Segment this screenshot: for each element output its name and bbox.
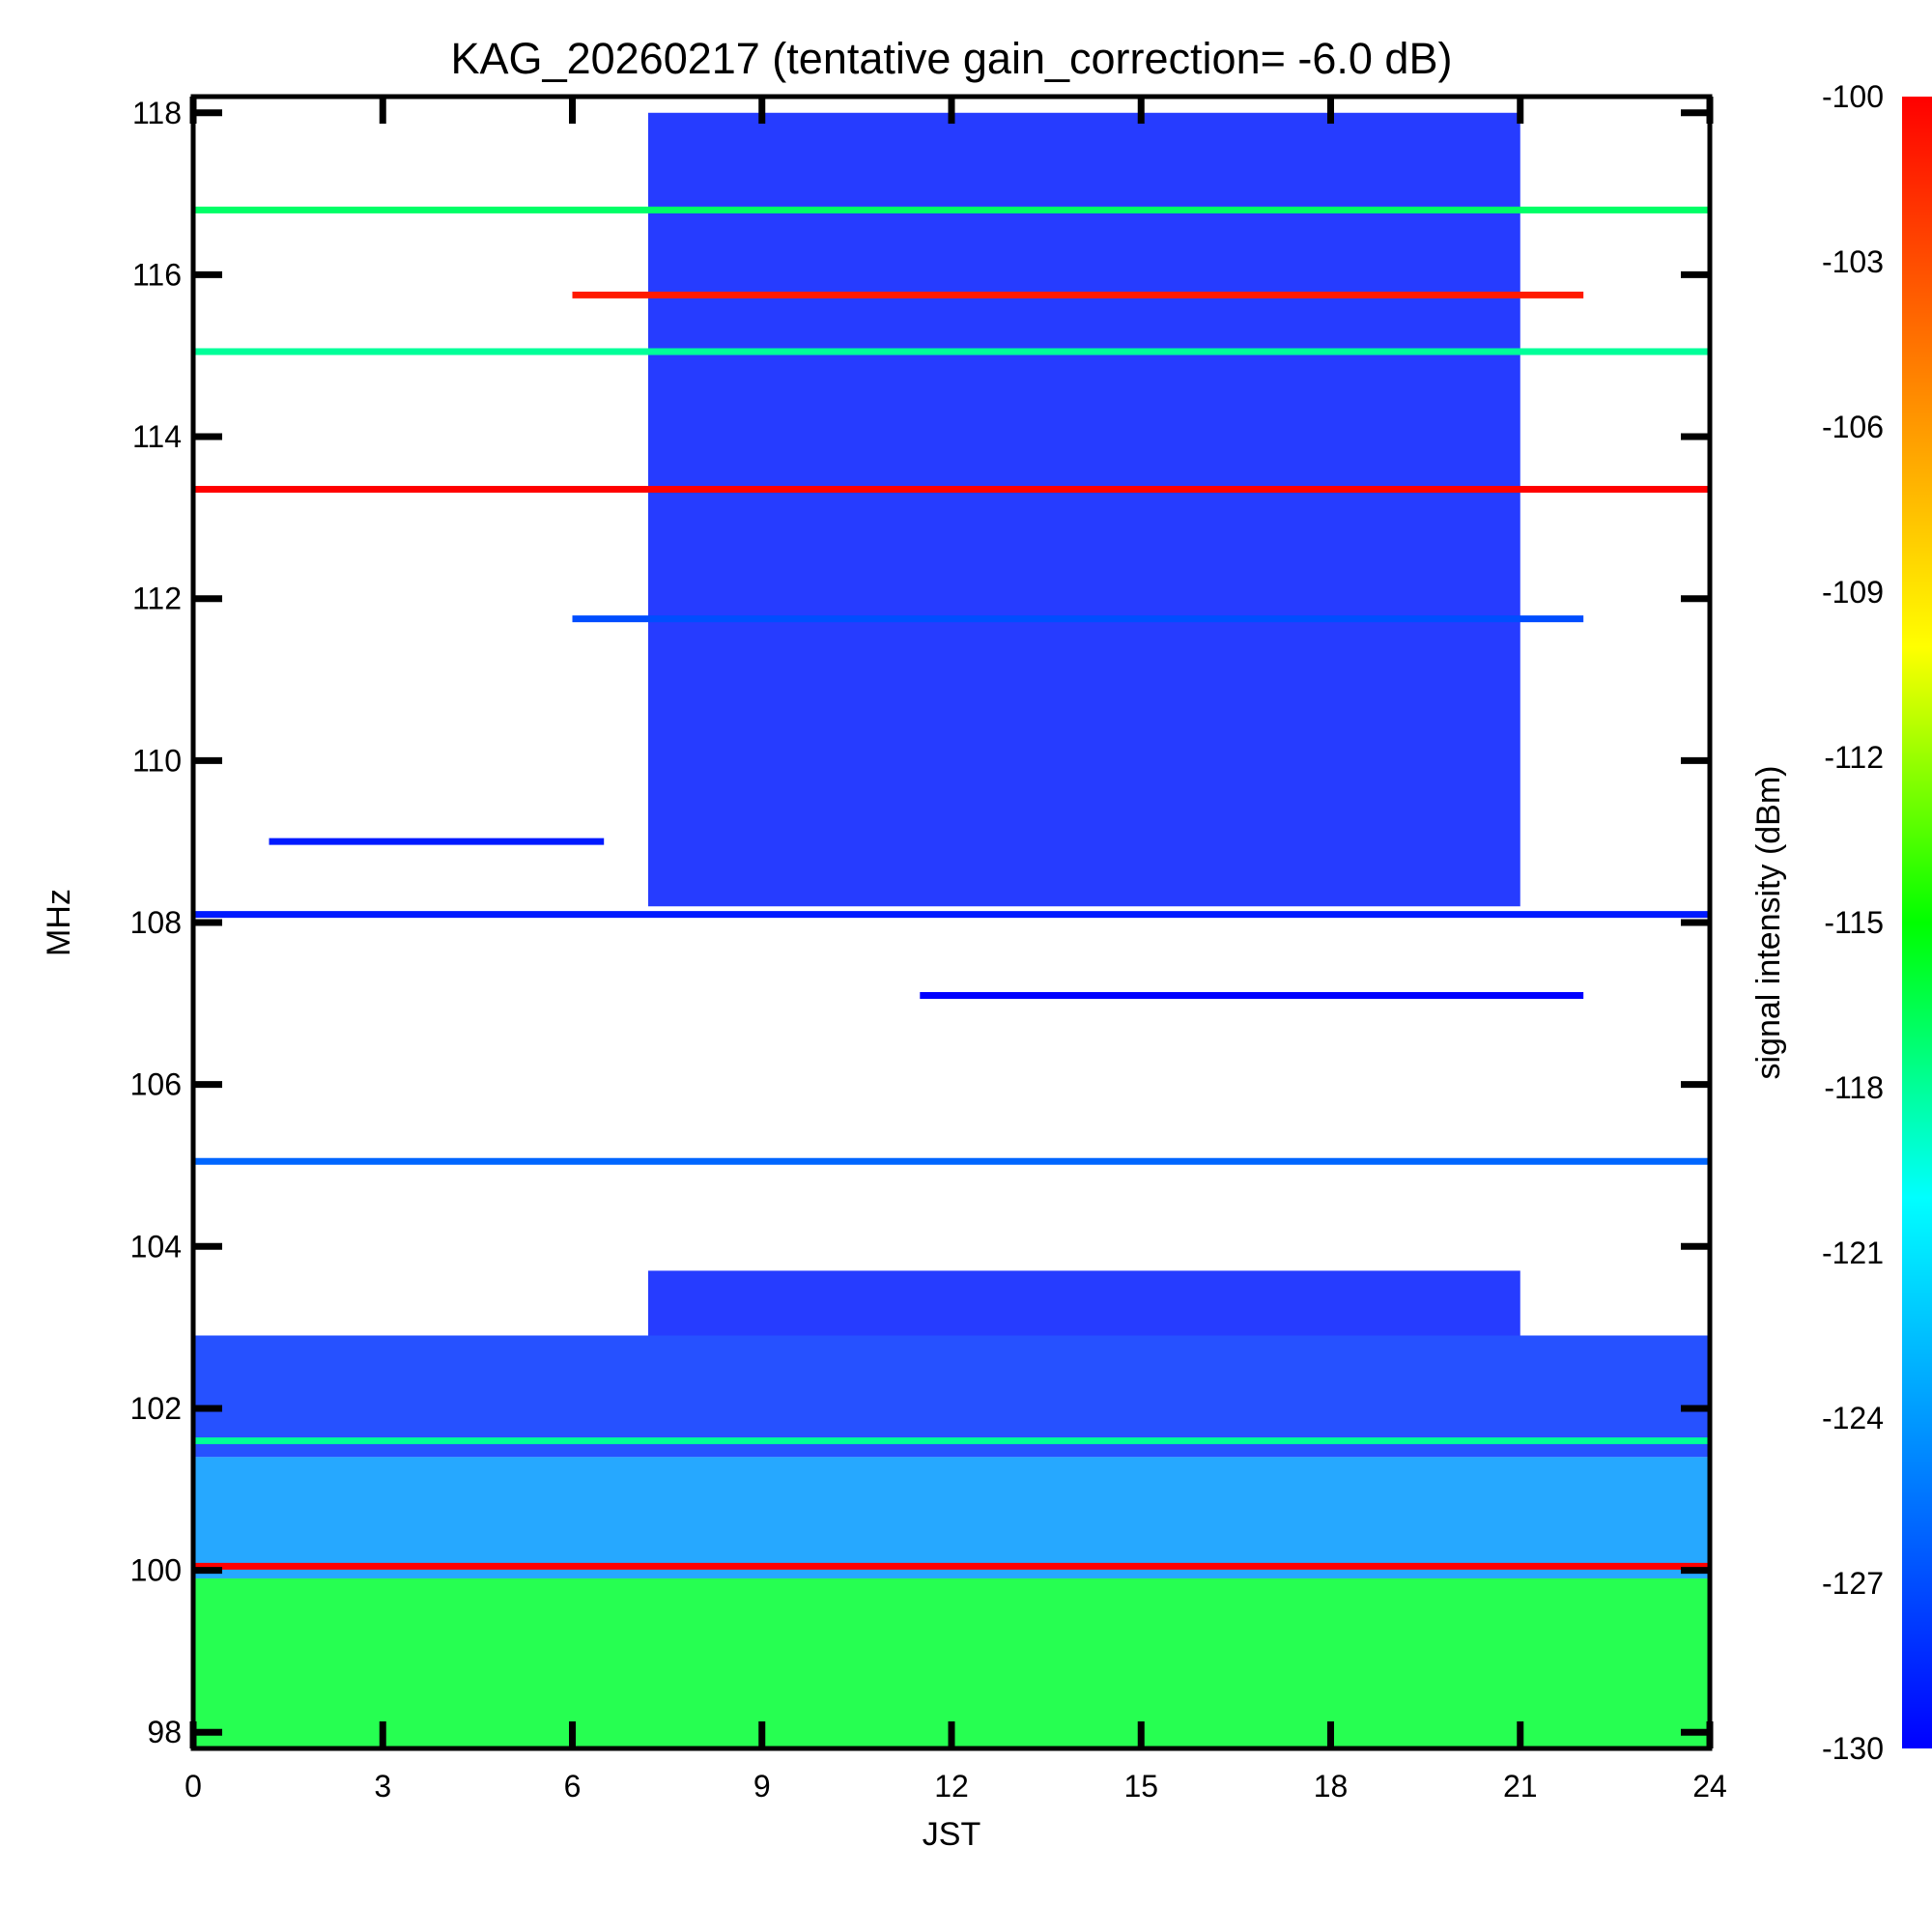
y-axis: 98 100 102 104 106 108 110 112 114 116 118 <box>130 96 1710 1749</box>
x-axis-label: JST <box>923 1816 980 1853</box>
x-tick-label: 12 <box>934 1769 969 1804</box>
y-tick-label: 110 <box>132 743 182 778</box>
y-axis-label: MHz <box>41 889 77 956</box>
y-tick-label: 102 <box>130 1391 182 1426</box>
colorbar-tick-label: -121 <box>1822 1236 1884 1270</box>
noise-region-3 <box>648 1270 1520 1336</box>
colorbar-tick-label: -100 <box>1822 79 1884 114</box>
y-tick-label: 100 <box>130 1553 182 1588</box>
colorbar-tick-label: -112 <box>1824 740 1884 775</box>
x-tick-label: 9 <box>753 1769 771 1804</box>
colorbar-tick-label: -106 <box>1822 410 1884 444</box>
x-tick-label: 0 <box>185 1769 202 1804</box>
noise-region-1 <box>193 1457 1710 1578</box>
y-tick-label: 116 <box>132 257 182 292</box>
chart-title: KAG_20260217 (tentative gain_correction=… <box>451 34 1453 83</box>
colorbar-tick-label: -124 <box>1822 1401 1884 1435</box>
colorbar-tick-label: -127 <box>1822 1566 1884 1601</box>
x-tick-label: 3 <box>374 1769 391 1804</box>
noise-region-4 <box>648 112 1520 907</box>
colorbar-tick-label: -115 <box>1824 905 1884 940</box>
y-tick-label: 112 <box>132 582 182 616</box>
noise-region-2 <box>193 1335 1710 1458</box>
x-tick-label: 18 <box>1314 1769 1349 1804</box>
y-tick-label: 98 <box>147 1715 182 1749</box>
noise-region-0 <box>193 1577 1710 1748</box>
y-tick-label: 118 <box>132 96 182 130</box>
colorbar-tick-label: -109 <box>1822 575 1884 610</box>
y-tick-label: 108 <box>130 905 182 940</box>
x-tick-label: 15 <box>1123 1769 1158 1804</box>
y-tick-label: 104 <box>130 1229 182 1264</box>
y-tick-label: 106 <box>130 1067 182 1102</box>
colorbar-tick-label: -103 <box>1822 244 1884 279</box>
colorbar-tick-label: -130 <box>1822 1731 1884 1766</box>
colorbar <box>1902 97 1932 1748</box>
x-axis: 0 3 6 9 12 15 18 21 24 <box>185 97 1727 1804</box>
colorbar-label: signal intensity (dBm) <box>1750 765 1787 1079</box>
x-tick-label: 6 <box>564 1769 582 1804</box>
colorbar-tick-label: -118 <box>1824 1070 1884 1105</box>
x-tick-label: 21 <box>1503 1769 1538 1804</box>
y-tick-label: 114 <box>132 419 182 454</box>
x-tick-label: 24 <box>1692 1769 1727 1804</box>
spectrogram-heatmap <box>193 112 1710 1748</box>
colorbar-ticks: -100 -103 -106 -109 -112 -115 -118 -121 -124 -127… <box>1822 79 1884 1766</box>
